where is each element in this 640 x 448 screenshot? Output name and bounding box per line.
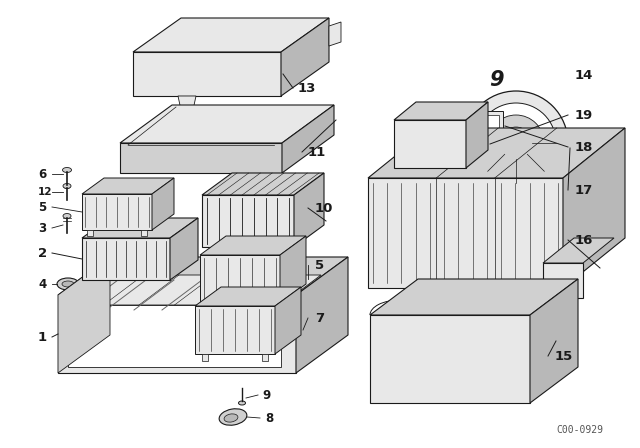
Polygon shape: [133, 18, 329, 52]
Polygon shape: [207, 303, 213, 310]
Text: 10: 10: [315, 202, 333, 215]
Text: 17: 17: [575, 184, 593, 197]
Polygon shape: [209, 247, 215, 255]
Text: 13: 13: [298, 82, 316, 95]
Polygon shape: [120, 143, 282, 173]
Polygon shape: [282, 105, 334, 173]
Ellipse shape: [63, 184, 71, 189]
Text: 18: 18: [575, 141, 593, 154]
Polygon shape: [563, 128, 625, 288]
Polygon shape: [141, 230, 147, 236]
Text: 12: 12: [38, 187, 52, 197]
Polygon shape: [543, 238, 614, 263]
Polygon shape: [368, 178, 563, 288]
Polygon shape: [294, 173, 324, 247]
Polygon shape: [133, 52, 281, 96]
Text: 11: 11: [308, 146, 326, 159]
Circle shape: [468, 343, 512, 387]
Polygon shape: [281, 18, 329, 96]
Circle shape: [476, 351, 504, 379]
Polygon shape: [241, 290, 299, 305]
Polygon shape: [200, 236, 306, 255]
Text: 15: 15: [555, 349, 573, 362]
Polygon shape: [394, 102, 488, 120]
Text: C00-0929: C00-0929: [557, 425, 604, 435]
Polygon shape: [394, 120, 466, 168]
Bar: [461, 111, 503, 141]
Circle shape: [411, 345, 439, 373]
Polygon shape: [275, 287, 301, 354]
Text: 5: 5: [38, 201, 46, 214]
Circle shape: [392, 326, 458, 392]
Text: 19: 19: [575, 108, 593, 121]
Polygon shape: [280, 236, 306, 303]
Polygon shape: [329, 22, 341, 46]
Circle shape: [500, 127, 532, 159]
Text: 7: 7: [315, 311, 324, 324]
Polygon shape: [202, 354, 208, 361]
Text: 2: 2: [38, 246, 47, 259]
Circle shape: [476, 103, 556, 183]
Text: 5: 5: [315, 258, 324, 271]
Polygon shape: [281, 247, 287, 255]
Polygon shape: [82, 238, 170, 280]
Text: 4: 4: [38, 277, 46, 290]
Polygon shape: [530, 279, 578, 403]
Polygon shape: [82, 218, 198, 238]
Polygon shape: [58, 257, 110, 373]
Ellipse shape: [64, 185, 70, 189]
Text: 16: 16: [575, 233, 593, 246]
Polygon shape: [202, 195, 294, 247]
Ellipse shape: [239, 401, 246, 405]
Bar: [465, 115, 499, 137]
Ellipse shape: [62, 281, 74, 287]
Polygon shape: [87, 230, 93, 236]
Ellipse shape: [57, 278, 79, 290]
Circle shape: [401, 335, 449, 383]
Polygon shape: [267, 303, 273, 310]
Circle shape: [207, 325, 223, 341]
Polygon shape: [68, 275, 321, 305]
Bar: [400, 126, 460, 162]
Polygon shape: [262, 354, 268, 361]
Polygon shape: [195, 287, 301, 306]
Text: 3: 3: [38, 221, 46, 234]
Polygon shape: [543, 263, 583, 298]
Polygon shape: [368, 128, 625, 178]
Text: 6: 6: [38, 168, 46, 181]
Ellipse shape: [275, 39, 285, 47]
Polygon shape: [466, 102, 488, 168]
Polygon shape: [170, 218, 198, 280]
Ellipse shape: [63, 168, 72, 172]
Polygon shape: [58, 295, 296, 373]
Polygon shape: [82, 194, 152, 230]
Polygon shape: [82, 178, 174, 194]
Circle shape: [464, 91, 568, 195]
Text: 9: 9: [489, 70, 503, 90]
Circle shape: [488, 115, 544, 171]
Polygon shape: [202, 173, 324, 195]
Ellipse shape: [416, 137, 444, 155]
Text: 8: 8: [265, 412, 273, 425]
Circle shape: [201, 319, 229, 347]
Polygon shape: [200, 255, 280, 303]
Text: 9: 9: [262, 388, 270, 401]
Ellipse shape: [167, 39, 177, 47]
Text: 1: 1: [38, 331, 47, 344]
Text: 14: 14: [575, 69, 593, 82]
Polygon shape: [195, 306, 275, 354]
Ellipse shape: [219, 409, 247, 425]
Ellipse shape: [63, 214, 71, 219]
Polygon shape: [58, 257, 348, 295]
Polygon shape: [296, 257, 348, 373]
Ellipse shape: [224, 414, 238, 422]
Polygon shape: [152, 178, 174, 230]
Polygon shape: [120, 105, 334, 143]
Polygon shape: [370, 315, 530, 403]
Polygon shape: [178, 96, 196, 110]
Polygon shape: [68, 305, 281, 367]
Polygon shape: [370, 279, 578, 315]
